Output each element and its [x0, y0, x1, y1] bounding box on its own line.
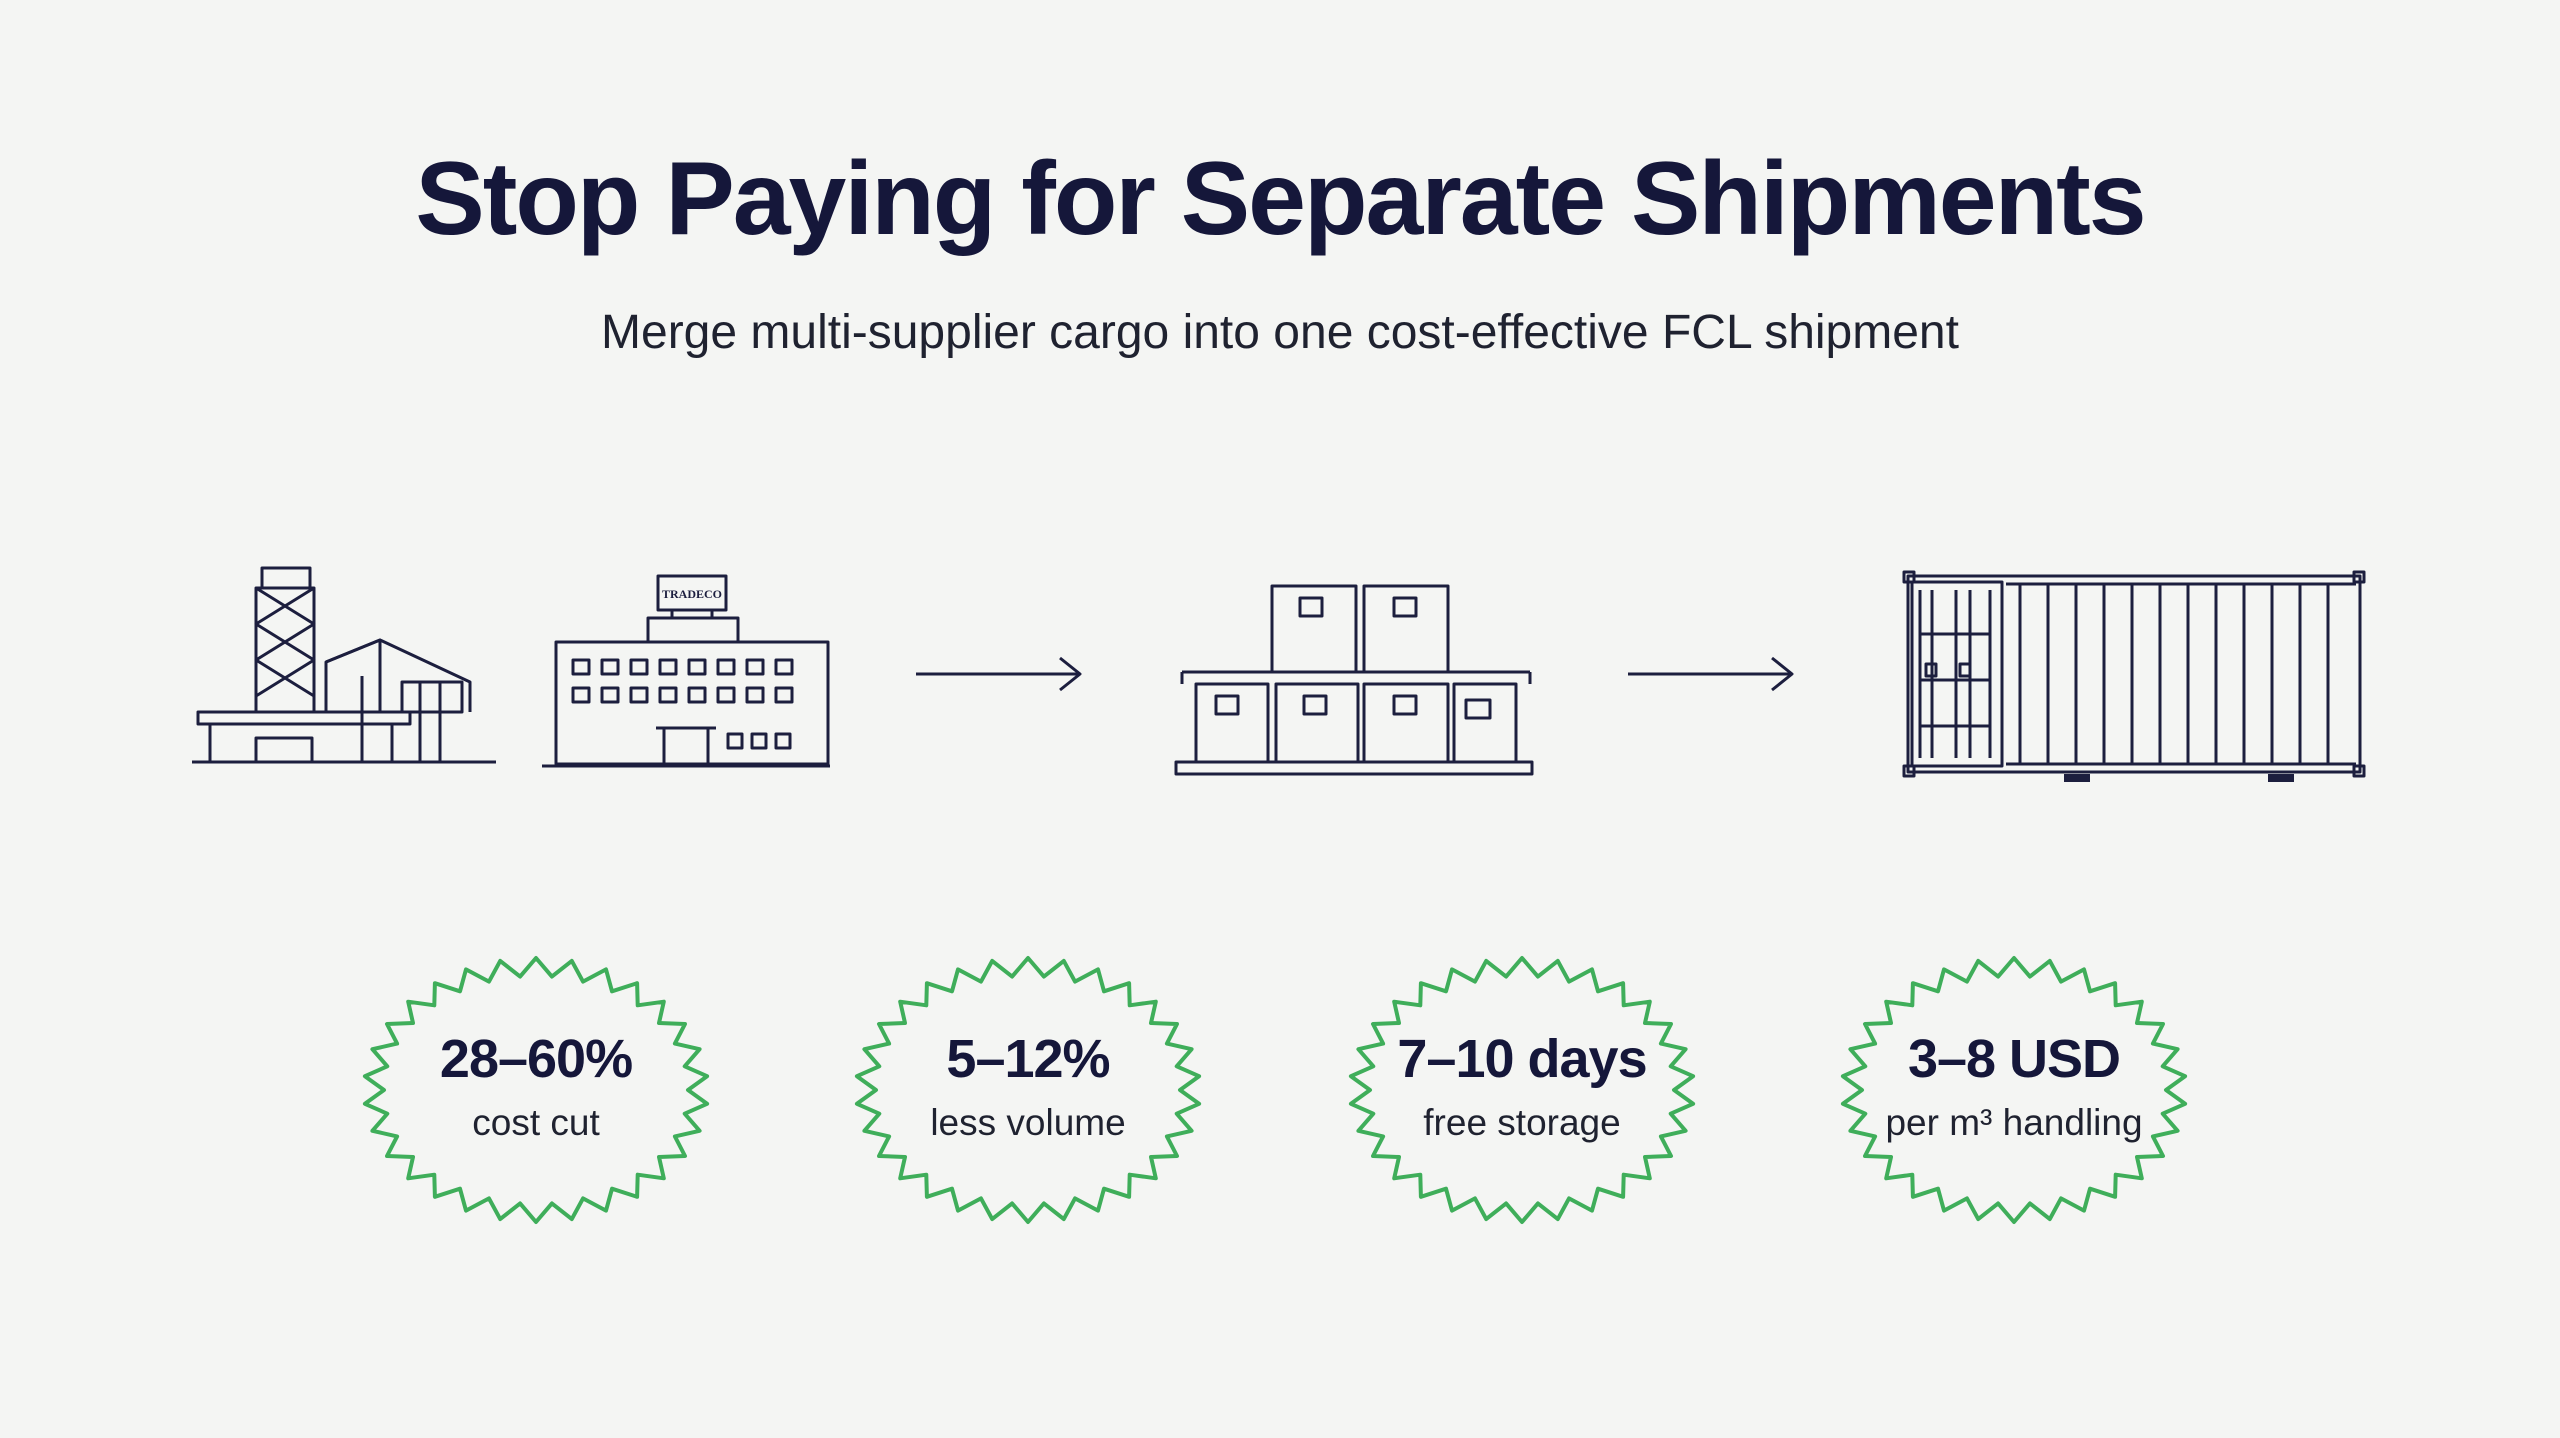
stat-badge-cost-cut: 28–60% cost cut [356, 950, 716, 1230]
arrow-right-icon [1628, 656, 1794, 692]
starburst-outline [1840, 956, 2188, 1224]
starburst-outline [1348, 956, 1696, 1224]
stat-label: cost cut [472, 1102, 600, 1143]
stat-label: less volume [930, 1102, 1126, 1143]
stat-value: 28–60% [439, 1029, 633, 1089]
starburst-outline [362, 956, 710, 1224]
stacked-boxes-icon [1174, 584, 1534, 776]
building-sign-text: TRADECO [662, 587, 722, 601]
starburst-badge-icon [1840, 956, 2188, 1224]
stat-badge-handling: 3–8 USD per m³ handling [1834, 950, 2194, 1230]
stat-label: free storage [1423, 1102, 1621, 1143]
stat-value: 7–10 days [1397, 1029, 1647, 1089]
factory-icon [192, 566, 496, 764]
process-flow-diagram: TRADECO [192, 566, 2366, 782]
starburst-badge-icon [1348, 956, 1696, 1224]
office-building-icon [542, 574, 830, 768]
stat-badge-less-volume: 5–12% less volume [848, 950, 1208, 1230]
stat-value: 5–12% [946, 1029, 1110, 1089]
stat-value: 3–8 USD [1907, 1029, 2121, 1089]
page-title: Stop Paying for Separate Shipments [415, 141, 2146, 257]
stat-badge-free-storage: 7–10 days free storage [1342, 950, 1702, 1230]
arrow-right-icon [916, 656, 1082, 692]
starburst-badge-icon [362, 956, 710, 1224]
stat-label: per m³ handling [1885, 1102, 2143, 1143]
page-subtitle: Merge multi-supplier cargo into one cost… [601, 306, 1959, 359]
starburst-badge-icon [854, 956, 1202, 1224]
shipping-container-icon [1902, 570, 2366, 778]
starburst-outline [854, 956, 1202, 1224]
